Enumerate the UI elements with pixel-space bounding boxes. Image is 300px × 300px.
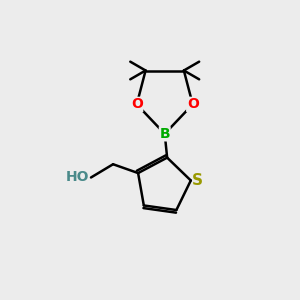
Text: HO: HO bbox=[66, 170, 89, 184]
Text: B: B bbox=[159, 127, 170, 141]
Text: O: O bbox=[131, 98, 143, 111]
Text: O: O bbox=[187, 98, 199, 111]
Text: S: S bbox=[192, 173, 203, 188]
